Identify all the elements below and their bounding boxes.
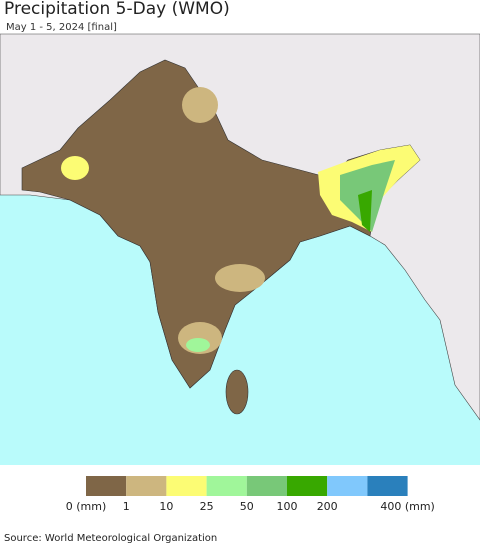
title: Precipitation 5-Day (WMO) xyxy=(4,0,230,19)
legend-swatch xyxy=(206,476,247,496)
legend-swatch xyxy=(166,476,207,496)
legend-label: 400 (mm) xyxy=(380,500,435,513)
legend: 0 (mm) 1 10 25 50 100 200 400 (mm) xyxy=(66,476,435,513)
legend-label: 200 xyxy=(317,500,338,513)
subtitle: May 1 - 5, 2024 [final] xyxy=(6,22,117,33)
legend-label: 1 xyxy=(123,500,130,513)
map xyxy=(0,33,480,465)
sri-lanka xyxy=(225,369,249,415)
legend-label: 25 xyxy=(200,500,214,513)
legend-swatch xyxy=(287,476,328,496)
south-rain xyxy=(186,338,210,352)
northeast-core xyxy=(358,190,372,232)
legend-swatch xyxy=(126,476,167,496)
india-region xyxy=(21,59,421,389)
legend-swatch xyxy=(246,476,287,496)
central-light xyxy=(215,264,265,292)
legend-label: 50 xyxy=(240,500,254,513)
pakistan-rain xyxy=(61,156,89,180)
legend-label: 10 xyxy=(159,500,173,513)
legend-swatch xyxy=(86,476,127,496)
source: Source: World Meteorological Organizatio… xyxy=(4,533,217,544)
legend-label: 0 (mm) xyxy=(66,500,107,513)
legend-label: 100 xyxy=(277,500,298,513)
legend-swatch xyxy=(367,476,408,496)
north-light xyxy=(182,87,218,123)
legend-swatch xyxy=(327,476,368,496)
